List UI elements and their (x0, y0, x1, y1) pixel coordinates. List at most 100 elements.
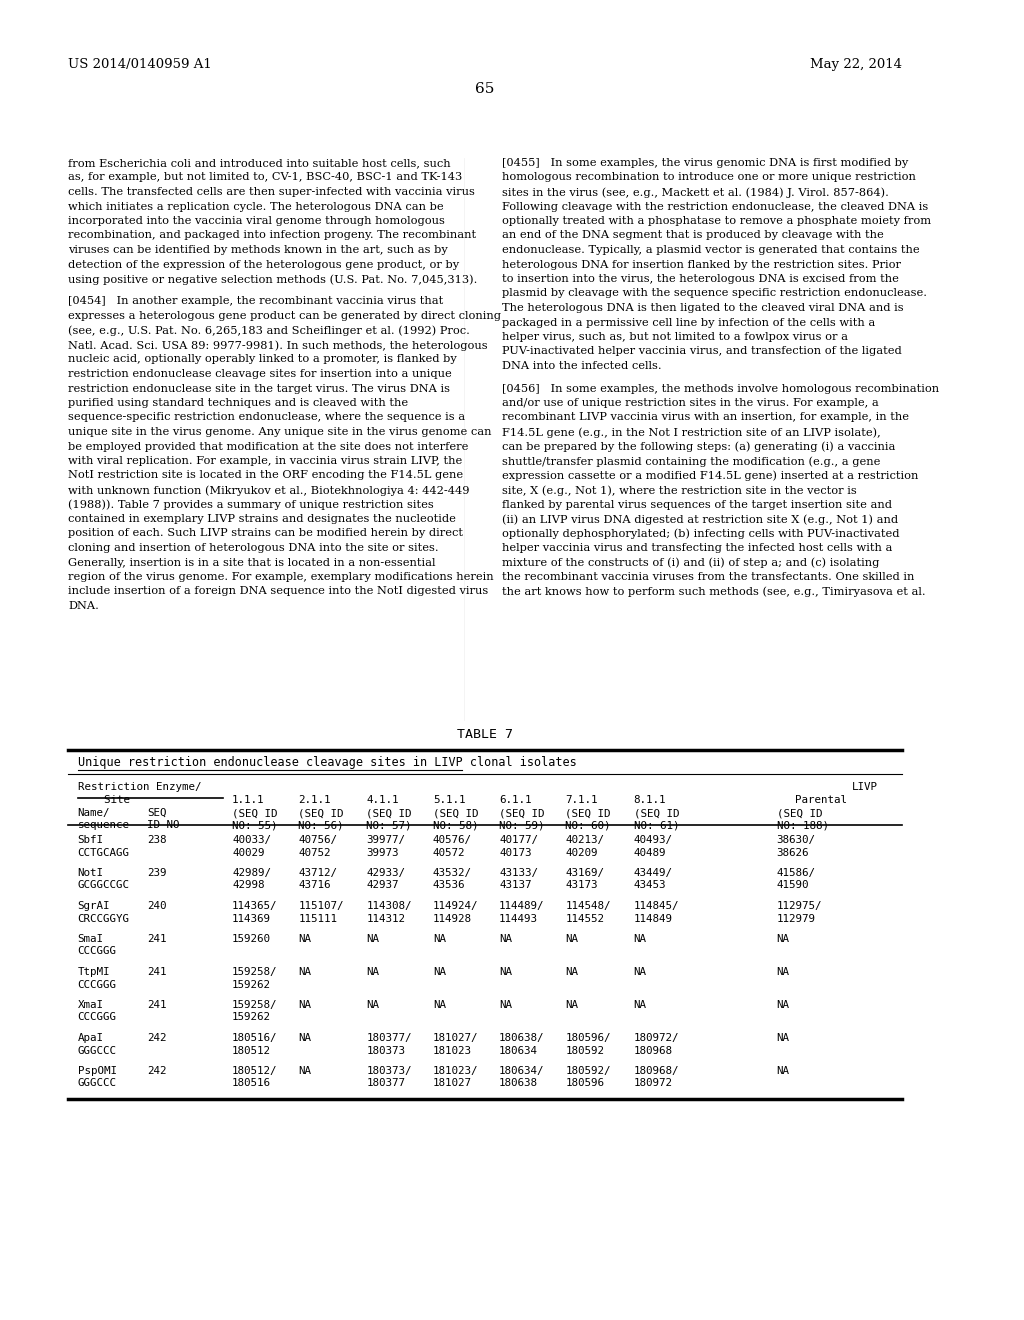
Text: 180512/: 180512/ (232, 1067, 278, 1076)
Text: 41590: 41590 (776, 880, 809, 891)
Text: 181027/: 181027/ (433, 1034, 478, 1043)
Text: TABLE 7: TABLE 7 (457, 729, 513, 741)
Text: (SEQ ID: (SEQ ID (298, 808, 344, 818)
Text: optionally treated with a phosphatase to remove a phosphate moiety from: optionally treated with a phosphatase to… (502, 216, 931, 226)
Text: 114489/: 114489/ (499, 902, 545, 911)
Text: 241: 241 (146, 935, 166, 944)
Text: (1988)). Table 7 provides a summary of unique restriction sites: (1988)). Table 7 provides a summary of u… (69, 499, 434, 510)
Text: 112975/: 112975/ (776, 902, 822, 911)
Text: to insertion into the virus, the heterologous DNA is excised from the: to insertion into the virus, the heterol… (502, 275, 899, 284)
Text: 43716: 43716 (298, 880, 331, 891)
Text: 40756/: 40756/ (298, 836, 337, 845)
Text: NA: NA (433, 968, 445, 977)
Text: NA: NA (298, 1067, 311, 1076)
Text: (SEQ ID: (SEQ ID (499, 808, 545, 818)
Text: recombinant LIVP vaccinia virus with an insertion, for example, in the: recombinant LIVP vaccinia virus with an … (502, 412, 909, 422)
Text: NO: 59): NO: 59) (499, 820, 545, 830)
Text: recombination, and packaged into infection progeny. The recombinant: recombination, and packaged into infecti… (69, 231, 476, 240)
Text: 180592: 180592 (565, 1045, 604, 1056)
Text: 40493/: 40493/ (634, 836, 673, 845)
Text: TtpMI: TtpMI (78, 968, 111, 977)
Text: 41586/: 41586/ (776, 869, 815, 878)
Text: 180968/: 180968/ (634, 1067, 679, 1076)
Text: NA: NA (776, 1034, 790, 1043)
Text: GGGCCC: GGGCCC (78, 1045, 117, 1056)
Text: NotI restriction site is located in the ORF encoding the F14.5L gene: NotI restriction site is located in the … (69, 470, 463, 480)
Text: ID NO: ID NO (146, 820, 179, 830)
Text: SbfI: SbfI (78, 836, 103, 845)
Text: NA: NA (634, 968, 646, 977)
Text: NA: NA (298, 935, 311, 944)
Text: CRCCGGYG: CRCCGGYG (78, 913, 130, 924)
Text: 180373/: 180373/ (367, 1067, 412, 1076)
Text: 43169/: 43169/ (565, 869, 604, 878)
Text: ApaI: ApaI (78, 1034, 103, 1043)
Text: CCCGGG: CCCGGG (78, 1012, 117, 1023)
Text: SmaI: SmaI (78, 935, 103, 944)
Text: 241: 241 (146, 1001, 166, 1010)
Text: (ii) an LIVP virus DNA digested at restriction site X (e.g., Not 1) and: (ii) an LIVP virus DNA digested at restr… (502, 513, 898, 524)
Text: NA: NA (776, 968, 790, 977)
Text: detection of the expression of the heterologous gene product, or by: detection of the expression of the heter… (69, 260, 460, 269)
Text: 180377: 180377 (367, 1078, 406, 1089)
Text: 180596: 180596 (565, 1078, 604, 1089)
Text: 180373: 180373 (367, 1045, 406, 1056)
Text: 180638/: 180638/ (499, 1034, 545, 1043)
Text: 180592/: 180592/ (565, 1067, 611, 1076)
Text: NO: 60): NO: 60) (565, 820, 611, 830)
Text: GGGCCC: GGGCCC (78, 1078, 117, 1089)
Text: 43137: 43137 (499, 880, 531, 891)
Text: LIVP: LIVP (852, 781, 879, 792)
Text: 43712/: 43712/ (298, 869, 337, 878)
Text: NotI: NotI (78, 869, 103, 878)
Text: 7.1.1: 7.1.1 (565, 795, 598, 805)
Text: NA: NA (634, 1001, 646, 1010)
Text: 42933/: 42933/ (367, 869, 406, 878)
Text: 159262: 159262 (232, 1012, 271, 1023)
Text: NA: NA (298, 968, 311, 977)
Text: 180968: 180968 (634, 1045, 673, 1056)
Text: [0455]   In some examples, the virus genomic DNA is first modified by: [0455] In some examples, the virus genom… (502, 158, 908, 168)
Text: NA: NA (776, 935, 790, 944)
Text: NA: NA (634, 935, 646, 944)
Text: optionally dephosphorylated; (b) infecting cells with PUV-inactivated: optionally dephosphorylated; (b) infecti… (502, 528, 899, 539)
Text: (SEQ ID: (SEQ ID (367, 808, 412, 818)
Text: 159258/: 159258/ (232, 1001, 278, 1010)
Text: 238: 238 (146, 836, 166, 845)
Text: 40576/: 40576/ (433, 836, 472, 845)
Text: NA: NA (565, 1001, 579, 1010)
Text: can be prepared by the following steps: (a) generating (i) a vaccinia: can be prepared by the following steps: … (502, 441, 895, 451)
Text: 8.1.1: 8.1.1 (634, 795, 666, 805)
Text: 2.1.1: 2.1.1 (298, 795, 331, 805)
Text: packaged in a permissive cell line by infection of the cells with a: packaged in a permissive cell line by in… (502, 318, 876, 327)
Text: restriction endonuclease site in the target virus. The virus DNA is: restriction endonuclease site in the tar… (69, 384, 451, 393)
Text: as, for example, but not limited to, CV-1, BSC-40, BSC-1 and TK-143: as, for example, but not limited to, CV-… (69, 173, 463, 182)
Text: 114924/: 114924/ (433, 902, 478, 911)
Text: 241: 241 (146, 968, 166, 977)
Text: 114369: 114369 (232, 913, 271, 924)
Text: 159262: 159262 (232, 979, 271, 990)
Text: 159260: 159260 (232, 935, 271, 944)
Text: 1.1.1: 1.1.1 (232, 795, 264, 805)
Text: endonuclease. Typically, a plasmid vector is generated that contains the: endonuclease. Typically, a plasmid vecto… (502, 246, 920, 255)
Text: 40033/: 40033/ (232, 836, 271, 845)
Text: cells. The transfected cells are then super-infected with vaccinia virus: cells. The transfected cells are then su… (69, 187, 475, 197)
Text: 114552: 114552 (565, 913, 604, 924)
Text: NA: NA (499, 1001, 512, 1010)
Text: NO: 56): NO: 56) (298, 820, 344, 830)
Text: GCGGCCGC: GCGGCCGC (78, 880, 130, 891)
Text: (SEQ ID: (SEQ ID (232, 808, 278, 818)
Text: 242: 242 (146, 1067, 166, 1076)
Text: 181027: 181027 (433, 1078, 472, 1089)
Text: 40752: 40752 (298, 847, 331, 858)
Text: 40209: 40209 (565, 847, 598, 858)
Text: helper virus, such as, but not limited to a fowlpox virus or a: helper virus, such as, but not limited t… (502, 333, 848, 342)
Text: 43173: 43173 (565, 880, 598, 891)
Text: cloning and insertion of heterologous DNA into the site or sites.: cloning and insertion of heterologous DN… (69, 543, 439, 553)
Text: purified using standard techniques and is cleaved with the: purified using standard techniques and i… (69, 399, 409, 408)
Text: 40213/: 40213/ (565, 836, 604, 845)
Text: Site: Site (78, 795, 130, 805)
Text: 40177/: 40177/ (499, 836, 538, 845)
Text: 43453: 43453 (634, 880, 666, 891)
Text: and/or use of unique restriction sites in the virus. For example, a: and/or use of unique restriction sites i… (502, 399, 879, 408)
